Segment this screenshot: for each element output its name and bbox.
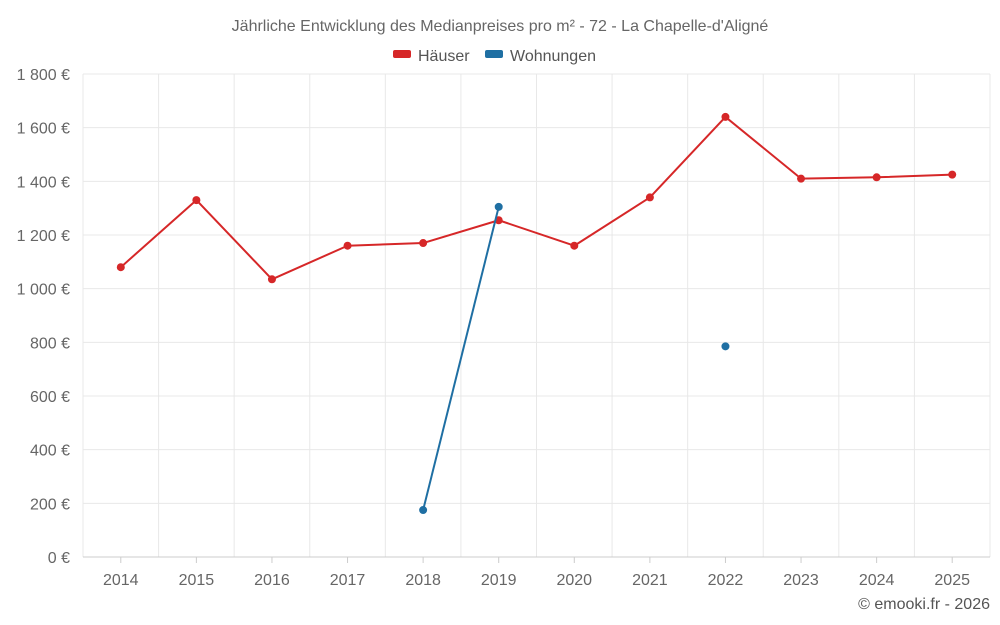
y-tick-label: 200 € bbox=[30, 496, 70, 513]
y-axis-ticks: 0 € 200 € 400 € 600 € 800 € 1 000 € 1 200 € 1 4… bbox=[17, 67, 70, 567]
y-tick-label: 600 € bbox=[30, 389, 70, 406]
y-tick-label: 0 € bbox=[48, 550, 70, 567]
x-tick-label: 2020 bbox=[556, 572, 592, 589]
data-point[interactable] bbox=[419, 506, 428, 515]
y-tick-label: 400 € bbox=[30, 443, 70, 460]
y-tick-label: 800 € bbox=[30, 335, 70, 352]
y-tick-label: 1 200 € bbox=[17, 228, 70, 245]
y-tick-label: 1 800 € bbox=[17, 67, 70, 84]
x-tick-label: 2021 bbox=[632, 572, 668, 589]
y-tick-label: 1 000 € bbox=[17, 282, 70, 299]
legend-label-haeuser: Häuser bbox=[418, 48, 470, 65]
legend: Häuser Wohnungen bbox=[393, 48, 596, 65]
data-point[interactable] bbox=[343, 241, 352, 250]
data-point[interactable] bbox=[797, 174, 806, 183]
y-tick-label: 1 400 € bbox=[17, 174, 70, 191]
series-line bbox=[120, 115, 953, 281]
legend-item-haeuser[interactable]: Häuser bbox=[393, 48, 470, 65]
data-point[interactable] bbox=[872, 173, 881, 182]
x-tick-label: 2015 bbox=[179, 572, 215, 589]
legend-swatch-haeuser bbox=[393, 50, 411, 58]
x-tick-label: 2019 bbox=[481, 572, 517, 589]
x-tick-label: 2023 bbox=[783, 572, 819, 589]
y-tick-label: 1 600 € bbox=[17, 121, 70, 138]
x-axis-ticks: 2014 2015 2016 2017 2018 2019 2020 2021 2022 2023… bbox=[103, 557, 970, 589]
x-tick-label: 2016 bbox=[254, 572, 290, 589]
data-point[interactable] bbox=[192, 196, 201, 205]
data-point[interactable] bbox=[721, 112, 730, 121]
x-tick-label: 2025 bbox=[934, 572, 970, 589]
data-point[interactable] bbox=[645, 193, 654, 202]
legend-item-wohnungen[interactable]: Wohnungen bbox=[485, 48, 596, 65]
x-tick-label: 2024 bbox=[859, 572, 895, 589]
data-point[interactable] bbox=[494, 202, 503, 211]
data-point[interactable] bbox=[116, 263, 125, 272]
x-tick-label: 2017 bbox=[330, 572, 366, 589]
data-point[interactable] bbox=[948, 170, 957, 179]
series-layer bbox=[116, 112, 957, 515]
x-tick-label: 2014 bbox=[103, 572, 139, 589]
chart-title: Jährliche Entwicklung des Medianpreises … bbox=[232, 18, 769, 35]
data-point[interactable] bbox=[267, 275, 276, 284]
series-wohnungen bbox=[419, 202, 730, 515]
series-line bbox=[422, 206, 500, 511]
data-point[interactable] bbox=[419, 239, 428, 248]
x-tick-label: 2018 bbox=[405, 572, 441, 589]
data-point[interactable] bbox=[570, 241, 579, 250]
legend-swatch-wohnungen bbox=[485, 50, 503, 58]
legend-label-wohnungen: Wohnungen bbox=[510, 48, 596, 65]
x-tick-label: 2022 bbox=[708, 572, 744, 589]
data-point[interactable] bbox=[721, 342, 730, 351]
copyright-text: © emooki.fr - 2026 bbox=[858, 596, 990, 613]
grid bbox=[82, 73, 991, 558]
